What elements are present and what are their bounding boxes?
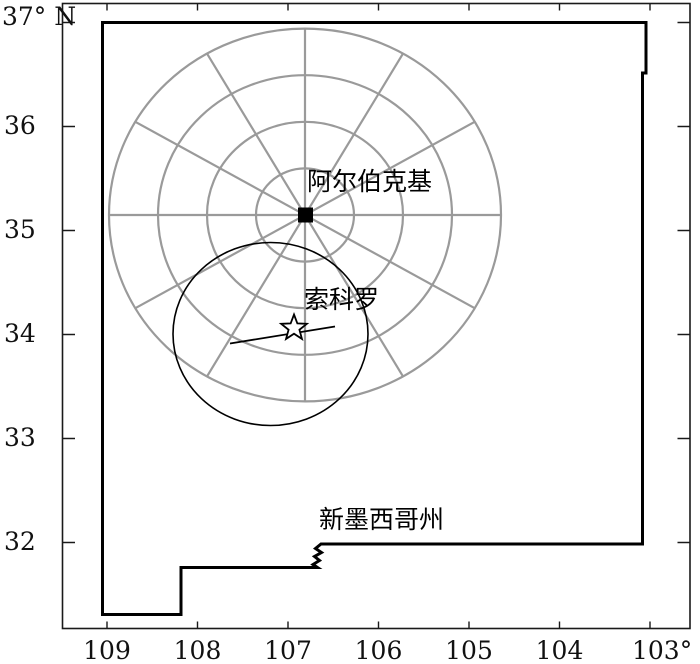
x-tick-label: 106 — [354, 636, 403, 664]
top-axis-ticks — [106, 3, 651, 11]
new-mexico-label: 新墨西哥州 — [319, 505, 445, 534]
y-tick-label: 37° N — [2, 2, 77, 31]
x-tick-label: 108 — [173, 636, 222, 664]
y-tick-label: 32 — [4, 527, 36, 556]
albuquerque-label: 阿尔伯克基 — [307, 167, 433, 196]
socorro-label: 索科罗 — [304, 285, 380, 314]
right-axis-ticks — [677, 21, 690, 544]
x-tick-label: 105 — [445, 636, 493, 664]
axes-frame — [61, 2, 691, 630]
y-tick-label: 33 — [4, 423, 36, 452]
albuquerque-square-marker — [298, 207, 313, 223]
x-tick-label: 107 — [264, 636, 312, 664]
fault-line — [229, 325, 336, 345]
x-tick-label: 104 — [535, 636, 584, 664]
socorro-circle — [172, 241, 369, 427]
x-tick-label: 109 — [83, 636, 131, 664]
y-tick-label: 34 — [4, 319, 36, 348]
new-mexico-boundary — [101, 21, 648, 616]
x-tick-label: 103° W — [632, 636, 700, 664]
y-tick-label: 36 — [4, 111, 36, 140]
left-axis-ticks — [62, 21, 75, 544]
socorro-star-marker — [278, 311, 310, 341]
y-tick-label: 35 — [4, 215, 36, 244]
bottom-axis-ticks — [106, 621, 651, 629]
